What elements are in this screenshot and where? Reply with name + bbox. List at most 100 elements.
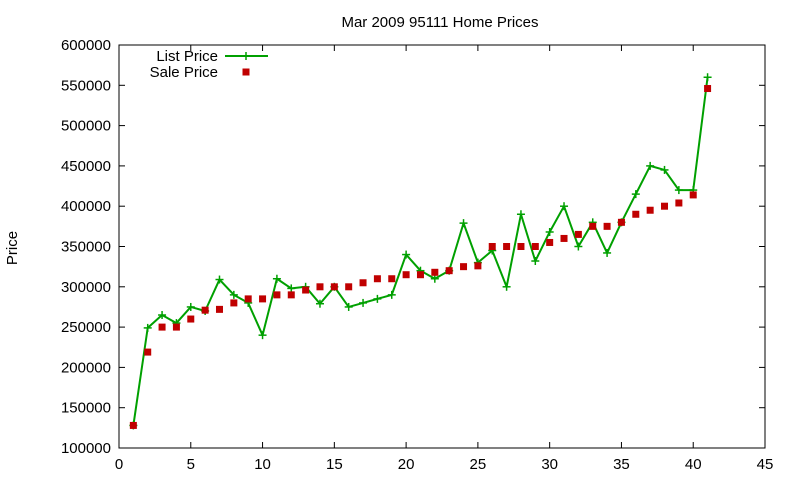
sale-price-point	[531, 243, 539, 250]
sale-price-point	[316, 283, 324, 291]
sale-price-point	[144, 348, 152, 356]
sale-price-point	[632, 210, 640, 218]
list-price-point	[258, 331, 267, 340]
list-price-point	[531, 257, 540, 266]
list-price-point	[560, 202, 569, 211]
y-tick-label: 250000	[61, 319, 111, 336]
list-price-point	[674, 186, 683, 195]
sale-price-point	[503, 243, 511, 250]
sale-price-point	[373, 275, 381, 283]
sale-price-point	[359, 279, 367, 287]
sale-price-point	[474, 262, 482, 270]
sale-price-point	[345, 283, 353, 291]
list-price-point	[158, 311, 167, 320]
list-price-point	[315, 299, 324, 308]
chart-title: Mar 2009 95111 Home Prices	[341, 14, 538, 31]
list-price-point	[287, 284, 296, 293]
sale-price-point	[661, 202, 669, 210]
list-price-point	[545, 227, 554, 236]
sale-price-point	[259, 295, 267, 303]
x-tick-label: 10	[254, 456, 271, 473]
sale-price-point	[215, 305, 223, 313]
list-price-point	[516, 210, 525, 219]
sale-price-point	[617, 218, 625, 226]
x-tick-label: 20	[398, 456, 415, 473]
list-price-point	[459, 219, 468, 228]
sale-price-point	[129, 421, 137, 429]
plot-frame	[118, 44, 766, 449]
list-price-point	[646, 161, 655, 170]
legend-label: List Price	[156, 48, 218, 65]
x-tick-label: 15	[326, 456, 343, 473]
sale-price-point	[488, 243, 496, 250]
y-tick-label: 150000	[61, 400, 111, 417]
sale-price-point	[388, 275, 396, 283]
list-price-line	[132, 77, 709, 426]
sale-price-point	[330, 283, 338, 291]
x-axis: 0 5 10 15 20 25 30 35 40 45	[115, 45, 774, 473]
list-price-point	[430, 274, 439, 283]
x-tick-label: 40	[685, 456, 702, 473]
sale-price-point	[431, 268, 439, 276]
sale-price-point	[574, 230, 582, 238]
sale-price-point	[460, 263, 468, 271]
y-tick-label: 100000	[61, 440, 111, 457]
list-price-point	[215, 275, 224, 284]
list-price-point	[631, 190, 640, 199]
sale-price-point	[646, 206, 654, 214]
sale-price-point	[603, 222, 611, 230]
sale-price-point	[273, 291, 281, 299]
list-price-point	[229, 290, 238, 299]
y-tick-label: 600000	[61, 37, 111, 54]
sale-price-point	[704, 85, 712, 93]
y-tick-label: 200000	[61, 359, 111, 376]
sale-price-point	[517, 243, 525, 250]
x-tick-label: 5	[187, 456, 195, 473]
x-tick-label: 25	[470, 456, 487, 473]
sale-price-point	[187, 315, 195, 323]
list-price-point	[703, 73, 712, 82]
sale-price-point	[244, 295, 252, 303]
sale-price-point	[201, 306, 209, 314]
y-tick-label: 300000	[61, 279, 111, 296]
sale-price-point	[287, 291, 295, 299]
sale-price-point	[689, 191, 697, 199]
sale-price-point	[402, 271, 410, 279]
list-price-point	[186, 302, 195, 311]
y-tick-label: 500000	[61, 118, 111, 135]
series-layer	[129, 73, 712, 430]
list-price-point	[402, 250, 411, 259]
sale-price-point	[172, 323, 180, 331]
list-price-point	[272, 274, 281, 283]
x-tick-label: 30	[541, 456, 558, 473]
sale-price-point	[560, 234, 568, 242]
list-price-point	[502, 282, 511, 291]
list-price-point	[603, 248, 612, 257]
y-tick-label: 400000	[61, 198, 111, 215]
sale-price-point	[158, 323, 166, 331]
list-price-point	[574, 242, 583, 251]
x-tick-label: 0	[115, 456, 123, 473]
legend-point-swatch	[242, 52, 250, 60]
sale-price-point	[589, 222, 597, 230]
list-price-point	[359, 298, 368, 307]
sale-price-point	[302, 286, 310, 294]
y-axis: 100000 150000 200000 250000 300000 350000 4000…	[61, 37, 765, 457]
sale-price-point	[546, 238, 554, 246]
list-price-point	[373, 294, 382, 303]
sale-price-point	[675, 199, 683, 207]
list-price-point	[387, 290, 396, 299]
x-tick-label: 45	[757, 456, 774, 473]
y-axis-label: Price	[4, 231, 21, 265]
sale-price-point	[416, 271, 424, 279]
list-price-point	[660, 165, 669, 174]
list-price-point	[344, 302, 353, 311]
list-price-point	[143, 323, 152, 332]
legend-label: Sale Price	[150, 64, 218, 81]
y-tick-label: 350000	[61, 239, 111, 256]
y-tick-label: 550000	[61, 77, 111, 94]
sale-price-point	[230, 299, 238, 307]
x-tick-label: 35	[613, 456, 630, 473]
